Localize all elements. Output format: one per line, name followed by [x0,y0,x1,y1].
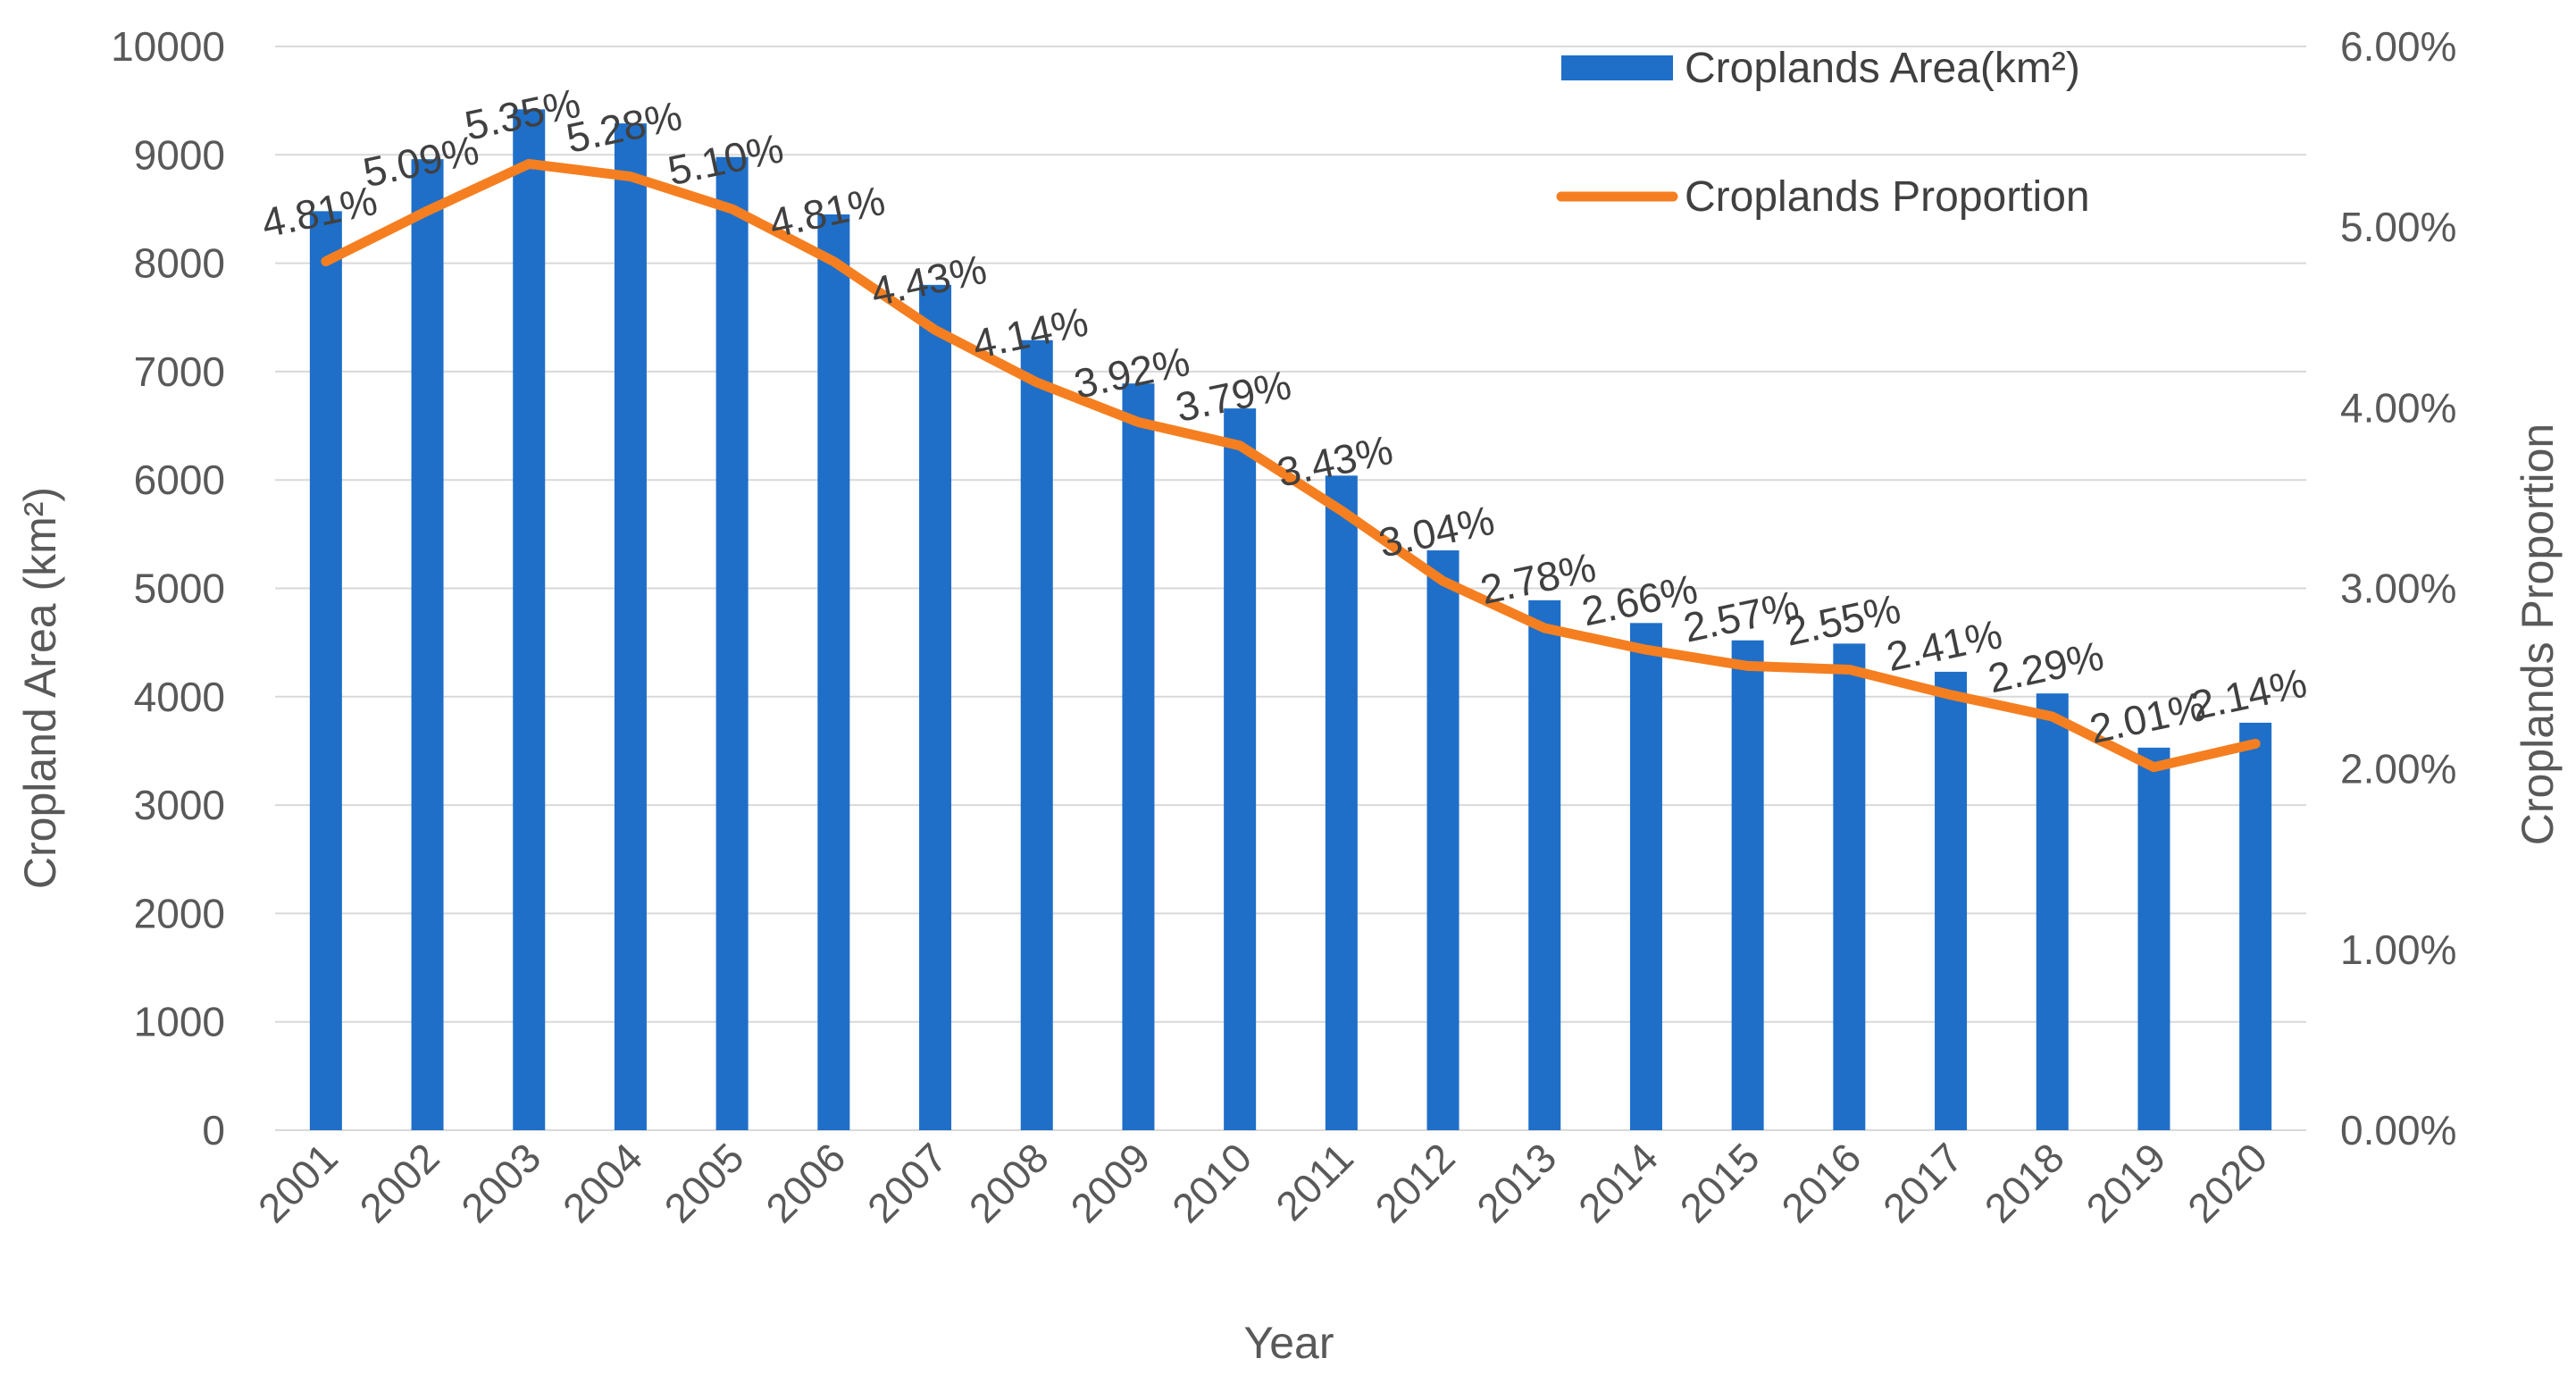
bar-2003 [513,109,546,1130]
bar-2013 [1528,599,1561,1130]
bar-series [309,109,2272,1131]
x-axis-ticks: 2001 2002 2003 2004 2005 2006 2007 2008 2009 2010… [249,1134,2276,1231]
x-tick-label: 2004 [554,1134,651,1231]
y-tick-label: 5000 [134,566,225,612]
y-tick-label: 3000 [134,782,225,828]
y-tick-label: 0 [202,1107,225,1153]
x-tick-label: 2012 [1366,1134,1463,1231]
bar-2001 [309,211,342,1131]
bar-2017 [1935,671,1968,1130]
y2-tick-label: 2.00% [2340,746,2456,792]
x-tick-label: 2008 [960,1134,1058,1231]
x-tick-label: 2016 [1772,1134,1869,1231]
x-tick-label: 2019 [2077,1134,2174,1231]
x-tick-label: 2013 [1468,1134,1565,1231]
y2-tick-label: 4.00% [2340,384,2456,431]
y2-tick-label: 1.00% [2340,926,2456,973]
x-tick-label: 2005 [656,1134,753,1231]
x-tick-label: 2011 [1267,1134,1362,1229]
bar-2002 [411,159,444,1131]
x-tick-label: 2014 [1569,1134,1667,1231]
y2-tick-label: 5.00% [2340,204,2456,250]
y2-axis-title: Croplands Proportion [2513,423,2563,846]
x-tick-label: 2002 [350,1134,447,1231]
y-tick-label: 2000 [134,890,225,936]
bar-2014 [1629,623,1662,1130]
y2-tick-label: 6.00% [2340,23,2456,70]
y2-axis-ticks: 0.00% 1.00% 2.00% 3.00% 4.00% 5.00% 6.00% [2340,23,2456,1153]
x-tick-label: 2007 [858,1134,956,1231]
y2-tick-label: 0.00% [2340,1107,2456,1153]
bar-2010 [1224,408,1257,1131]
bar-2016 [1833,643,1866,1130]
y-tick-label: 1000 [134,999,225,1045]
y-tick-label: 8000 [134,240,225,287]
legend-bar-label: Croplands Area(km²) [1685,45,2080,92]
bar-2011 [1325,475,1358,1130]
y2-tick-label: 3.00% [2340,566,2456,612]
y-tick-label: 4000 [134,674,225,720]
legend-bar-swatch [1561,55,1673,80]
x-tick-label: 2018 [1976,1134,2073,1231]
x-tick-label: 2009 [1061,1134,1158,1231]
bar-2005 [715,156,749,1131]
y-tick-label: 10000 [111,23,225,70]
x-tick-label: 2015 [1671,1134,1769,1231]
y-tick-label: 9000 [134,131,225,178]
data-label-2020: 2.14% [2187,659,2311,729]
y-axis-ticks: 0 1000 2000 3000 4000 5000 6000 7000 8000 9000 100… [111,23,225,1153]
bar-2012 [1426,550,1459,1130]
bar-2009 [1122,383,1155,1130]
bar-2018 [2036,693,2069,1130]
gridlines [275,46,2306,1131]
bar-2015 [1731,640,1764,1130]
bar-2008 [1020,340,1053,1130]
bar-2007 [919,284,952,1130]
legend-line-label: Croplands Proportion [1685,173,2090,221]
bar-2019 [2137,747,2170,1130]
x-tick-label: 2003 [452,1134,549,1231]
x-axis-title: Year [1243,1318,1334,1368]
x-tick-label: 2006 [757,1134,854,1231]
bar-2004 [614,123,647,1130]
x-tick-label: 2020 [2179,1134,2276,1231]
y-tick-label: 6000 [134,457,225,503]
x-tick-label: 2010 [1163,1134,1260,1231]
x-tick-label: 2001 [249,1134,347,1231]
proportion-line [321,158,2261,773]
bar-2006 [817,214,850,1130]
x-tick-label: 2017 [1874,1134,1971,1231]
y-axis-title: Cropland Area (km²) [15,487,65,889]
bar-2020 [2239,722,2272,1130]
y-tick-label: 7000 [134,348,225,395]
legend: Croplands Area(km²) Croplands Proportion [1556,45,2090,221]
